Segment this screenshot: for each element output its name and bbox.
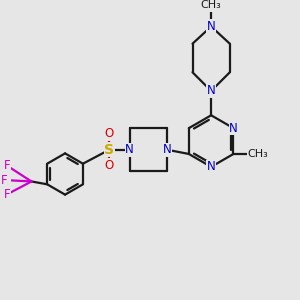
Text: F: F <box>4 188 11 201</box>
Text: N: N <box>207 20 215 33</box>
Text: N: N <box>207 84 215 98</box>
Text: S: S <box>104 143 115 157</box>
Text: O: O <box>105 159 114 172</box>
Text: CH₃: CH₃ <box>248 149 268 159</box>
Text: O: O <box>105 128 114 140</box>
Text: N: N <box>162 143 171 156</box>
Text: CH₃: CH₃ <box>201 0 221 10</box>
Text: N: N <box>207 160 215 173</box>
Text: N: N <box>229 122 238 135</box>
Text: F: F <box>4 159 11 172</box>
Text: F: F <box>1 173 8 187</box>
Text: N: N <box>125 143 134 156</box>
